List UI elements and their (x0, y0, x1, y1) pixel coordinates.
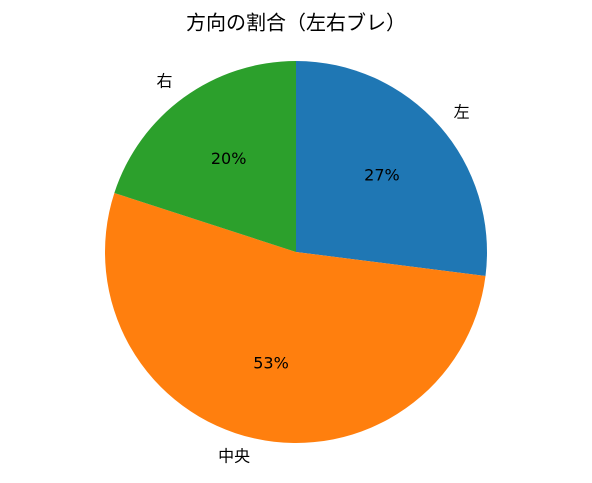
slice-label: 右 (156, 72, 172, 91)
chart-title: 方向の割合（左右ブレ） (186, 11, 406, 35)
percent-label: 20% (211, 149, 247, 168)
slice-label: 中央 (218, 447, 250, 466)
pie-slice (296, 61, 487, 276)
pie-slice (104, 192, 486, 443)
percent-label: 53% (253, 353, 289, 372)
pie-slice (114, 61, 296, 252)
percent-label: 27% (364, 166, 400, 185)
slice-label: 左 (454, 103, 470, 122)
